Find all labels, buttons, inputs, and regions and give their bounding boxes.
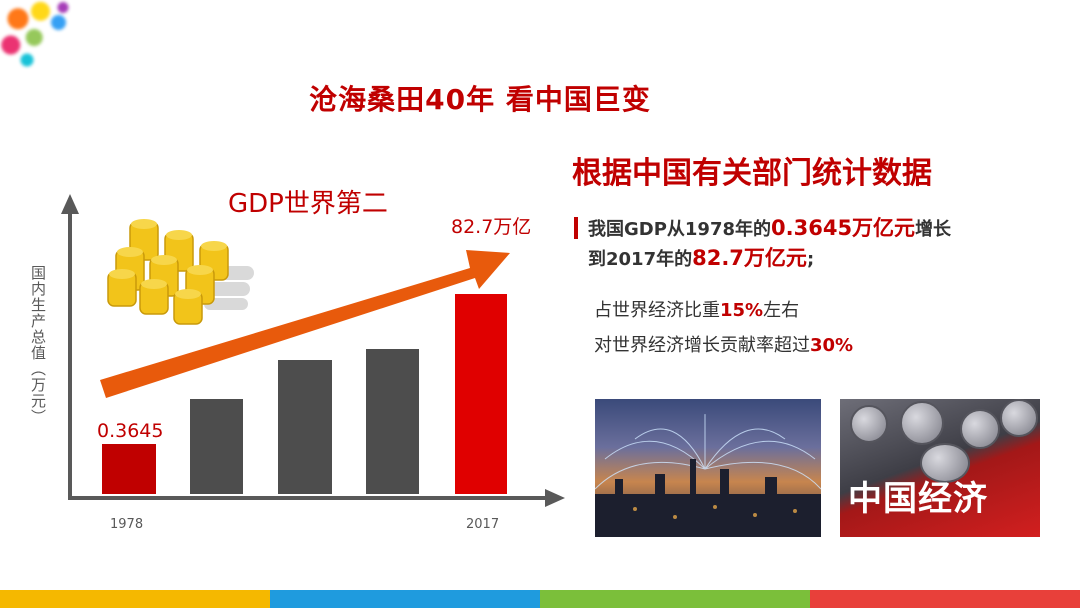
share-pre: 占世界经济比重	[594, 300, 720, 321]
share-value: 15%	[720, 300, 764, 321]
gdp-line2-post: ;	[806, 249, 815, 270]
share-post: 左右	[763, 300, 800, 321]
contrib-value: 30%	[810, 335, 854, 356]
bullet-marker	[574, 217, 578, 239]
gdp-line1-pre: 我国GDP从1978年的	[588, 219, 772, 240]
x-tick-2017: 2017	[466, 517, 499, 532]
gdp-chart: 国内生产总值（万元） GDP世界第二 0.3645 82.7万亿 1978 20…	[29, 189, 565, 532]
world-share-line: 占世界经济比重15%左右	[594, 296, 799, 322]
bar-2017	[455, 294, 507, 494]
city-photo	[595, 399, 821, 537]
bar-1978	[102, 444, 156, 494]
gdp-line1-post: 增长	[915, 219, 952, 240]
gdp-point-line1: 我国GDP从1978年的0.3645万亿元增长	[588, 212, 951, 242]
bar-label-1978: 0.3645	[97, 420, 163, 442]
y-axis-label: 国内生产总值（万元）	[29, 265, 47, 425]
arrow-label: GDP世界第二	[228, 189, 388, 219]
gdp-point-line2: 到2017年的82.7万亿元;	[588, 242, 814, 272]
slide-subtitle: 根据中国有关部门统计数据	[572, 156, 932, 191]
bar-2	[190, 399, 243, 494]
bar-4	[366, 349, 419, 494]
corner-decoration	[0, 0, 90, 75]
coin-stacks-icon	[107, 219, 254, 325]
photo-caption: 中国经济	[848, 479, 988, 519]
contribution-line: 对世界经济增长贡献率超过30%	[594, 331, 853, 357]
x-axis-arrowhead	[545, 489, 565, 507]
bottom-color-strip	[0, 590, 1080, 608]
bar-3	[278, 360, 332, 494]
coins-photo: 中国经济	[840, 399, 1040, 537]
y-axis-arrowhead	[61, 194, 79, 214]
x-tick-1978: 1978	[110, 517, 143, 532]
contrib-pre: 对世界经济增长贡献率超过	[594, 335, 810, 356]
gdp-end-value: 82.7万亿元	[692, 246, 807, 270]
gdp-line2-pre: 到2017年的	[588, 249, 693, 270]
bar-label-2017: 82.7万亿	[451, 216, 531, 238]
slide-title: 沧海桑田40年 看中国巨变	[309, 83, 651, 116]
gdp-start-value: 0.3645万亿元	[771, 216, 916, 240]
growth-arrow	[100, 250, 510, 398]
